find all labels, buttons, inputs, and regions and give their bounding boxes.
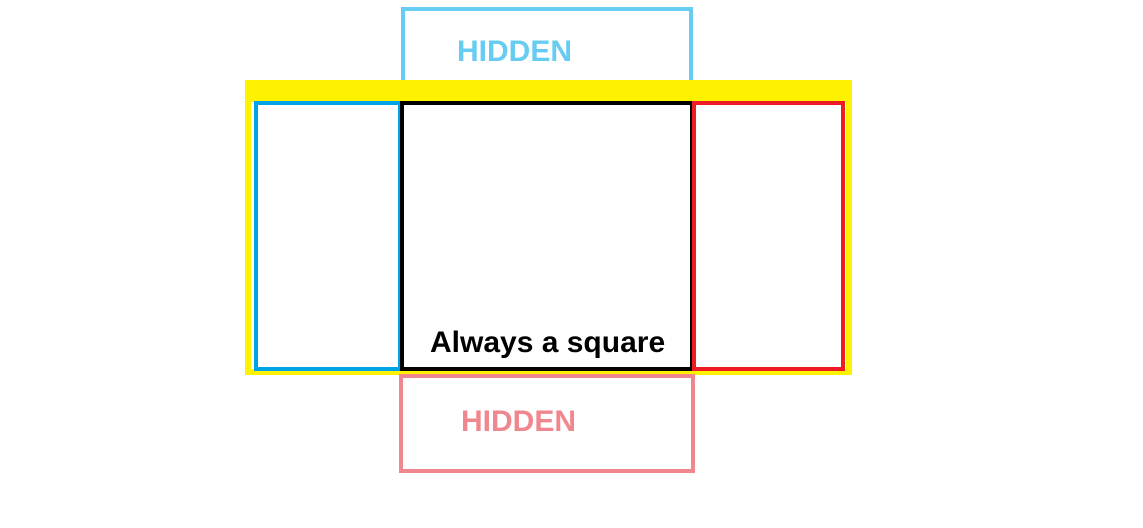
center-square-label: Always a square [430, 326, 666, 359]
bottom-hidden-label: HIDDEN [461, 405, 577, 438]
top-hidden-panel [401, 7, 693, 85]
bottom-hidden-panel [399, 374, 695, 473]
top-hidden-label: HIDDEN [457, 35, 573, 68]
left-blue-panel [254, 101, 402, 371]
yellow-container [245, 80, 852, 375]
right-red-panel [692, 101, 845, 371]
